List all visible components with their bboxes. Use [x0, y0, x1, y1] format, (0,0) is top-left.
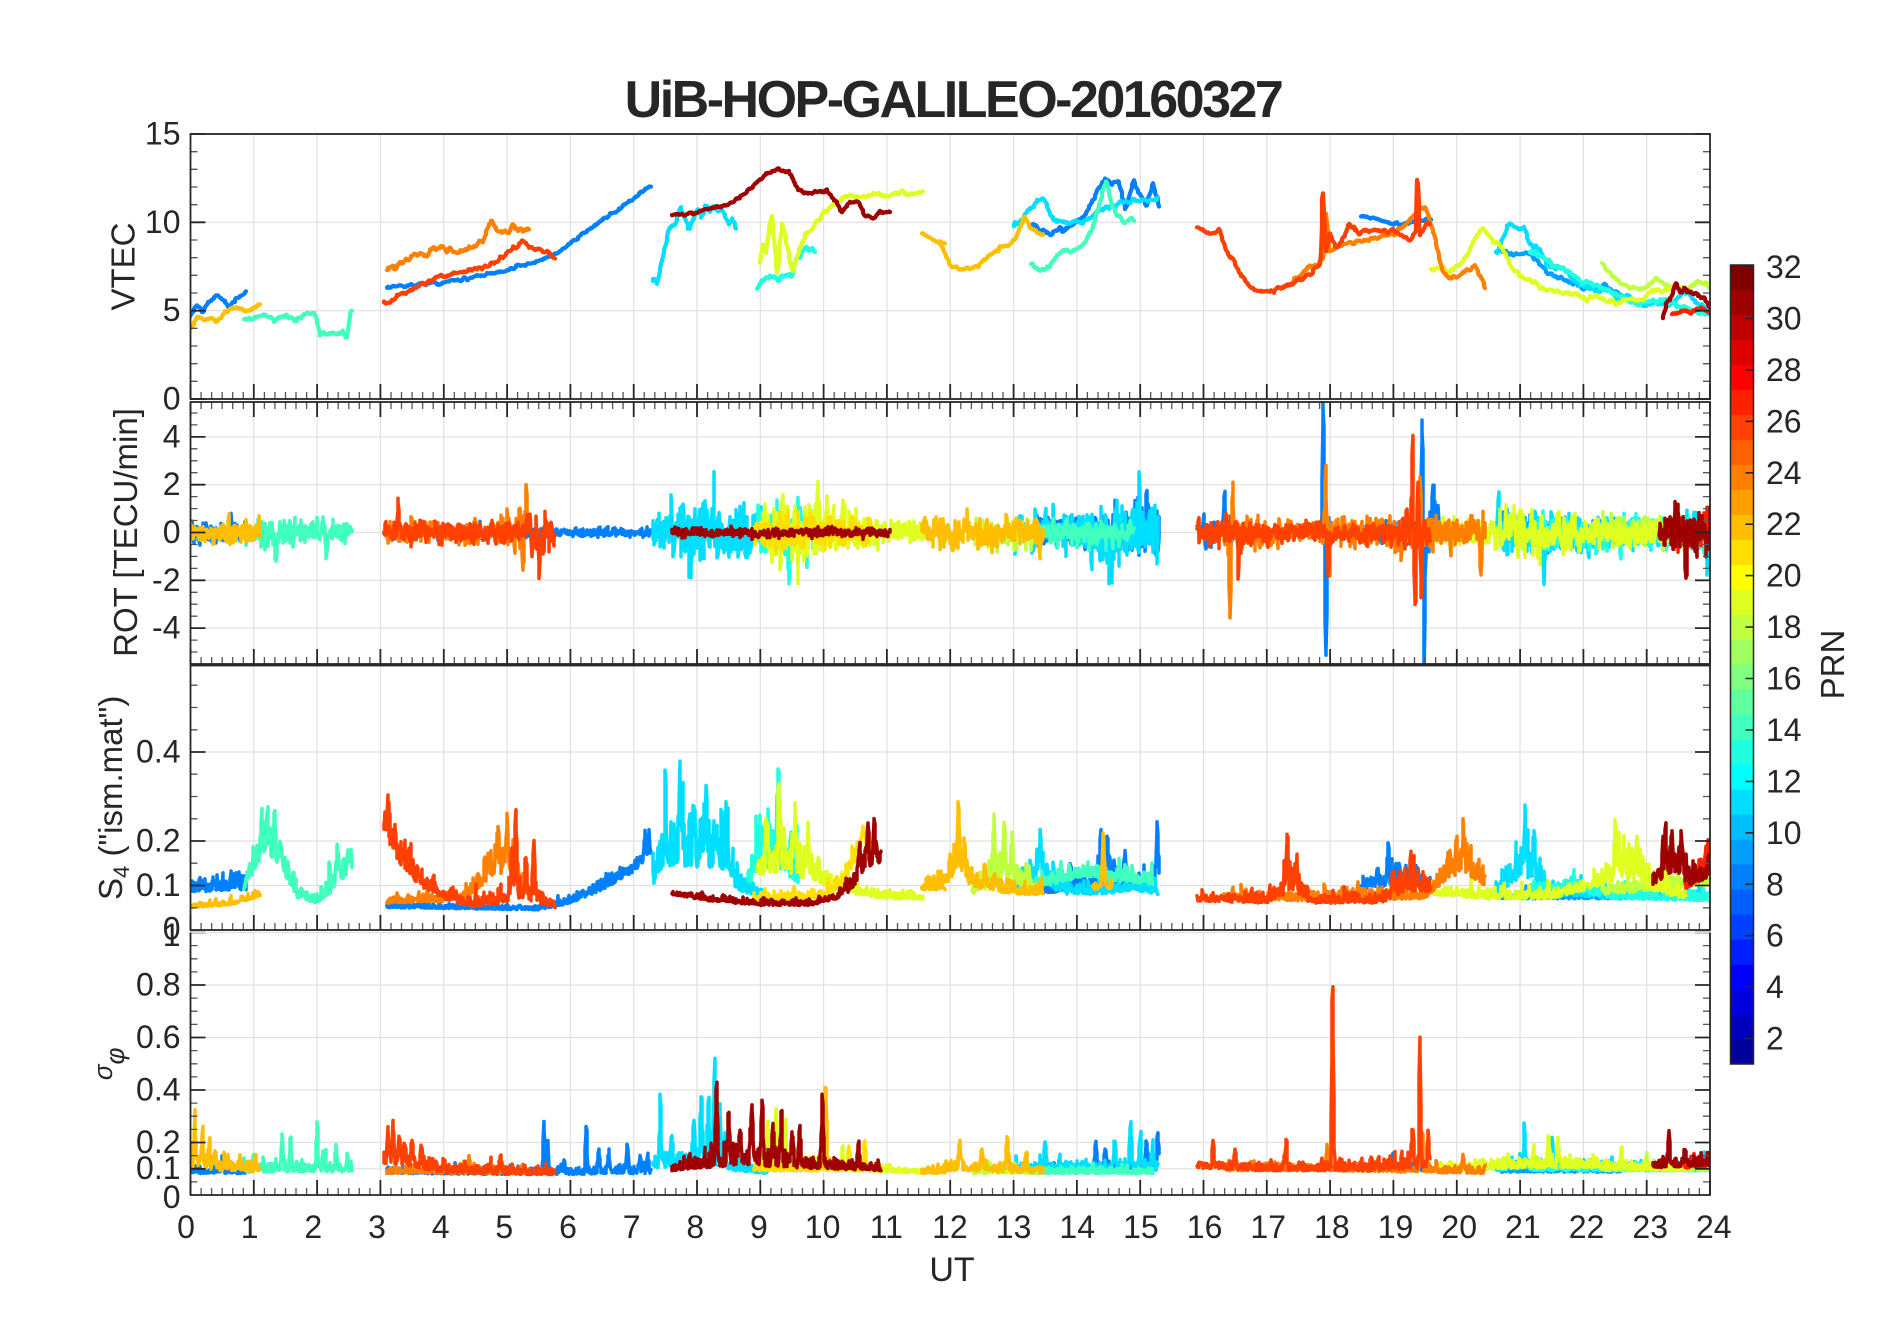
svg-text:0.8: 0.8	[136, 967, 180, 1003]
svg-text:22: 22	[1766, 506, 1802, 542]
svg-text:1: 1	[163, 917, 181, 953]
svg-text:5: 5	[163, 292, 181, 328]
svg-text:18: 18	[1314, 1209, 1350, 1245]
svg-text:32: 32	[1766, 249, 1802, 285]
svg-text:30: 30	[1766, 300, 1802, 336]
svg-text:0.6: 0.6	[136, 1019, 180, 1055]
svg-text:12: 12	[932, 1209, 968, 1245]
svg-text:UiB-HOP-GALILEO-20160327: UiB-HOP-GALILEO-20160327	[625, 71, 1282, 129]
svg-text:ROT [TECU/min]: ROT [TECU/min]	[107, 408, 144, 657]
svg-text:0.1: 0.1	[136, 867, 180, 903]
svg-text:2: 2	[304, 1209, 322, 1245]
svg-text:S4 ("ism.mat"): S4 ("ism.mat")	[92, 696, 134, 900]
svg-text:23: 23	[1632, 1209, 1668, 1245]
svg-text:6: 6	[559, 1209, 577, 1245]
svg-text:-2: -2	[152, 562, 180, 598]
svg-text:0: 0	[163, 381, 181, 417]
svg-text:8: 8	[1766, 866, 1784, 902]
svg-text:0.2: 0.2	[136, 1124, 180, 1160]
svg-text:11: 11	[870, 1209, 903, 1245]
svg-text:PRN: PRN	[1814, 630, 1851, 700]
svg-text:24: 24	[1696, 1209, 1732, 1245]
svg-text:14: 14	[1059, 1209, 1095, 1245]
svg-text:0.4: 0.4	[136, 734, 180, 770]
svg-text:2: 2	[163, 466, 181, 502]
svg-text:13: 13	[996, 1209, 1032, 1245]
svg-text:16: 16	[1187, 1209, 1223, 1245]
svg-text:0: 0	[163, 514, 181, 550]
svg-text:21: 21	[1505, 1209, 1541, 1245]
svg-text:2: 2	[1766, 1021, 1784, 1057]
svg-text:0.4: 0.4	[136, 1072, 180, 1108]
svg-text:7: 7	[623, 1209, 641, 1245]
svg-text:4: 4	[1766, 969, 1784, 1005]
svg-text:σφ: σφ	[88, 1047, 130, 1080]
svg-text:19: 19	[1378, 1209, 1414, 1245]
svg-text:6: 6	[1766, 918, 1784, 954]
svg-text:1: 1	[241, 1209, 259, 1245]
svg-text:18: 18	[1766, 609, 1802, 645]
svg-text:5: 5	[495, 1209, 513, 1245]
svg-text:28: 28	[1766, 352, 1802, 388]
svg-text:15: 15	[145, 116, 181, 152]
svg-text:0: 0	[163, 911, 181, 947]
svg-text:24: 24	[1766, 455, 1802, 491]
svg-text:22: 22	[1569, 1209, 1605, 1245]
svg-text:-4: -4	[152, 610, 180, 646]
svg-text:10: 10	[145, 204, 181, 240]
svg-text:10: 10	[805, 1209, 841, 1245]
svg-text:17: 17	[1250, 1209, 1286, 1245]
svg-text:16: 16	[1766, 661, 1802, 697]
svg-text:0: 0	[163, 1179, 181, 1215]
svg-text:8: 8	[686, 1209, 704, 1245]
svg-text:9: 9	[750, 1209, 768, 1245]
svg-text:0.2: 0.2	[136, 823, 180, 859]
svg-text:20: 20	[1766, 558, 1802, 594]
svg-text:4: 4	[432, 1209, 450, 1245]
svg-text:20: 20	[1441, 1209, 1477, 1245]
svg-text:0.1: 0.1	[136, 1150, 180, 1186]
svg-text:15: 15	[1123, 1209, 1159, 1245]
svg-text:4: 4	[163, 418, 181, 454]
svg-text:3: 3	[368, 1209, 386, 1245]
svg-text:UT: UT	[929, 1251, 974, 1289]
svg-text:12: 12	[1766, 763, 1802, 799]
svg-text:26: 26	[1766, 403, 1802, 439]
svg-text:10: 10	[1766, 815, 1802, 851]
svg-text:14: 14	[1766, 712, 1802, 748]
svg-text:0: 0	[177, 1209, 195, 1245]
svg-text:VTEC: VTEC	[105, 222, 142, 310]
